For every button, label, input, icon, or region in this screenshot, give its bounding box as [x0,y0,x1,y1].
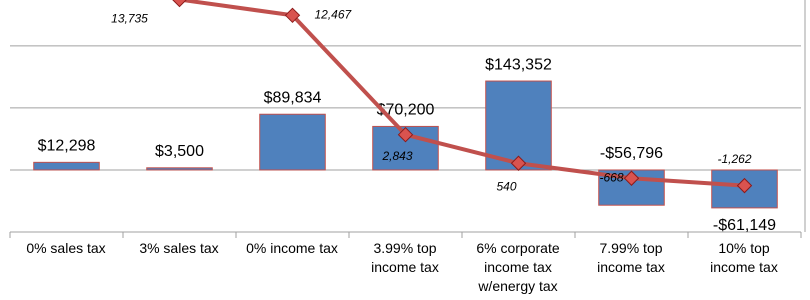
data-label: $89,834 [264,89,322,106]
data-label: -$61,149 [713,217,776,234]
data-label: -1,262 [717,152,751,166]
data-label: 2,843 [381,149,412,163]
marker [623,170,640,186]
data-label: $70,200 [377,102,435,119]
x-tick-label: 3% sales tax [139,240,219,256]
marker [736,177,753,194]
marker [284,7,301,24]
data-label: 540 [496,179,516,193]
data-label: $143,352 [485,56,552,73]
bar [33,161,100,171]
marker [397,126,414,143]
data-label: $12,298 [38,138,96,155]
data-label: 13,735 [111,12,148,26]
marker [510,155,527,171]
bar [146,167,213,171]
x-tick-label: 6% corporate income tax w/energy tax [476,240,560,294]
bar [259,113,326,171]
x-tick-label: 0% sales tax [26,240,106,256]
data-label: -668 [599,170,623,184]
marker [172,0,187,8]
data-label: $3,500 [155,143,204,160]
x-tick-label: 10% top income tax [710,240,778,275]
line [179,0,745,188]
x-tick-label: 7.99% top income tax [597,240,665,275]
data-label: 12,467 [315,7,353,21]
x-tick-label: 3.99% top income tax [371,240,439,275]
bar [485,80,552,171]
data-label: -$56,796 [600,145,663,162]
x-tick-label: 0% income tax [246,240,338,256]
